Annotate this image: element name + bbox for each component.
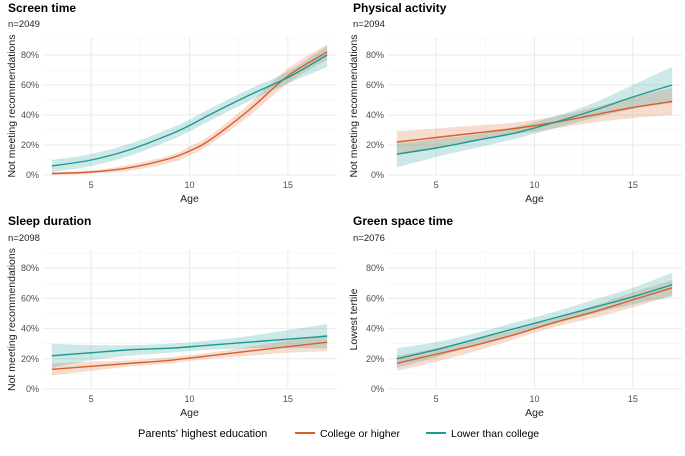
- x-tick-label: 10: [529, 180, 539, 190]
- panel-n-label: n=2094: [353, 19, 385, 30]
- y-tick-label: 60%: [366, 80, 384, 90]
- panel-title: Green space time: [353, 214, 453, 228]
- panel-title: Sleep duration: [8, 214, 91, 228]
- series-line-lower: [51, 335, 328, 357]
- panel-n-label: n=2098: [8, 233, 40, 244]
- ci-band-college: [51, 334, 328, 376]
- y-axis-title: Not meeting recommendations: [6, 248, 18, 391]
- legend: Parents' highest education College or hi…: [138, 428, 539, 440]
- y-tick-label: 80%: [366, 50, 384, 60]
- series-line-lower: [396, 84, 673, 155]
- x-tick-label: 10: [529, 394, 539, 404]
- x-axis-title: Age: [525, 193, 544, 205]
- panel-title: Physical activity: [353, 1, 447, 15]
- facet-panel-3: 5 10 15 0% 20% 40% 60% 80% Green space time n=207…: [348, 214, 682, 419]
- x-tick-label: 5: [89, 394, 94, 404]
- y-tick-label: 60%: [21, 293, 39, 303]
- y-tick-label: 40%: [21, 324, 39, 334]
- y-tick-label: 20%: [21, 140, 39, 150]
- facet-panel-0: 5 10 15 0% 20% 40% 60% 80% Screen time n=2049 Age N…: [6, 1, 337, 205]
- y-tick-label: 0%: [371, 170, 384, 180]
- x-tick-label: 5: [434, 180, 439, 190]
- y-tick-label: 20%: [366, 354, 384, 364]
- facet-panel-1: 5 10 15 0% 20% 40% 60% 80% Physical activity n=20…: [348, 1, 682, 205]
- y-tick-label: 0%: [26, 170, 39, 180]
- x-tick-label: 5: [434, 394, 439, 404]
- y-tick-label: 0%: [26, 384, 39, 394]
- series-line-college: [51, 341, 328, 371]
- series-line-lower: [396, 284, 673, 360]
- y-tick-label: 80%: [21, 50, 39, 60]
- ci-band-lower: [51, 46, 328, 172]
- x-tick-label: 15: [628, 394, 638, 404]
- legend-label-college: College or higher: [320, 428, 400, 440]
- x-tick-label: 10: [184, 180, 194, 190]
- ci-band-college: [51, 44, 328, 175]
- series-line-college: [396, 287, 673, 365]
- ci-band-college: [396, 88, 673, 156]
- y-tick-label: 20%: [21, 354, 39, 364]
- x-tick-label: 15: [283, 180, 293, 190]
- y-tick-label: 80%: [366, 263, 384, 273]
- ci-band-lower: [51, 324, 328, 368]
- panel-n-label: n=2076: [353, 233, 385, 244]
- y-axis-title: Not meeting recommendations: [348, 35, 360, 178]
- x-tick-label: 15: [628, 180, 638, 190]
- y-tick-label: 40%: [366, 110, 384, 120]
- ci-band-lower: [396, 272, 673, 368]
- facet-panels: 5 10 15 0% 20% 40% 60% 80% Screen time n=2049 Age N…: [6, 1, 682, 419]
- y-tick-label: 40%: [21, 110, 39, 120]
- panel-n-label: n=2049: [8, 19, 40, 30]
- x-axis-title: Age: [180, 193, 199, 205]
- y-tick-label: 80%: [21, 263, 39, 273]
- x-tick-label: 15: [283, 394, 293, 404]
- y-tick-label: 60%: [21, 80, 39, 90]
- panel-title: Screen time: [8, 1, 76, 15]
- y-axis-title: Lowest tertile: [348, 288, 360, 350]
- series-line-college: [396, 100, 673, 143]
- y-tick-label: 0%: [371, 384, 384, 394]
- y-tick-label: 20%: [366, 140, 384, 150]
- x-axis-title: Age: [525, 407, 544, 419]
- x-axis-title: Age: [180, 407, 199, 419]
- y-tick-label: 40%: [366, 324, 384, 334]
- y-tick-label: 60%: [366, 293, 384, 303]
- series-line-lower: [51, 54, 328, 167]
- x-tick-label: 10: [184, 394, 194, 404]
- facet-panel-2: 5 10 15 0% 20% 40% 60% 80% Sleep duration n=2098 A…: [6, 214, 337, 419]
- y-axis-title: Not meeting recommendations: [6, 35, 18, 178]
- x-tick-label: 5: [89, 180, 94, 190]
- legend-title: Parents' highest education: [138, 428, 267, 440]
- legend-label-lower: Lower than college: [451, 428, 539, 440]
- series-line-college: [51, 51, 328, 175]
